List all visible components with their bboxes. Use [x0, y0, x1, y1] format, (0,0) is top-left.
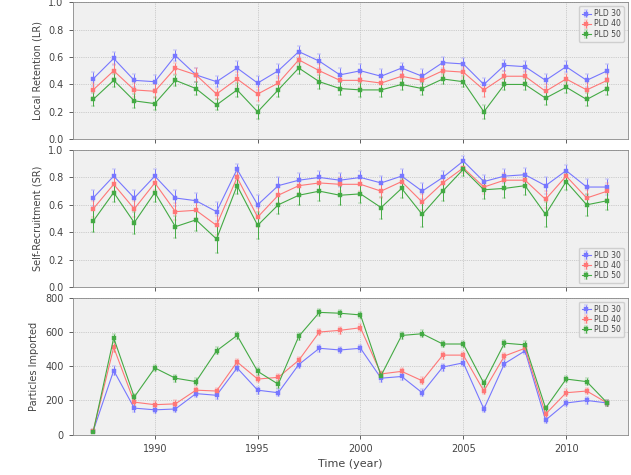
Legend: PLD 30, PLD 40, PLD 50: PLD 30, PLD 40, PLD 50 — [579, 247, 624, 283]
X-axis label: Time (year): Time (year) — [318, 459, 382, 469]
Y-axis label: Self-Recruitment (SR): Self-Recruitment (SR) — [33, 166, 43, 271]
Y-axis label: Particles Imported: Particles Imported — [30, 322, 40, 411]
Legend: PLD 30, PLD 40, PLD 50: PLD 30, PLD 40, PLD 50 — [579, 302, 624, 337]
Legend: PLD 30, PLD 40, PLD 50: PLD 30, PLD 40, PLD 50 — [579, 6, 624, 42]
Y-axis label: Local Retention (LR): Local Retention (LR) — [33, 21, 43, 120]
